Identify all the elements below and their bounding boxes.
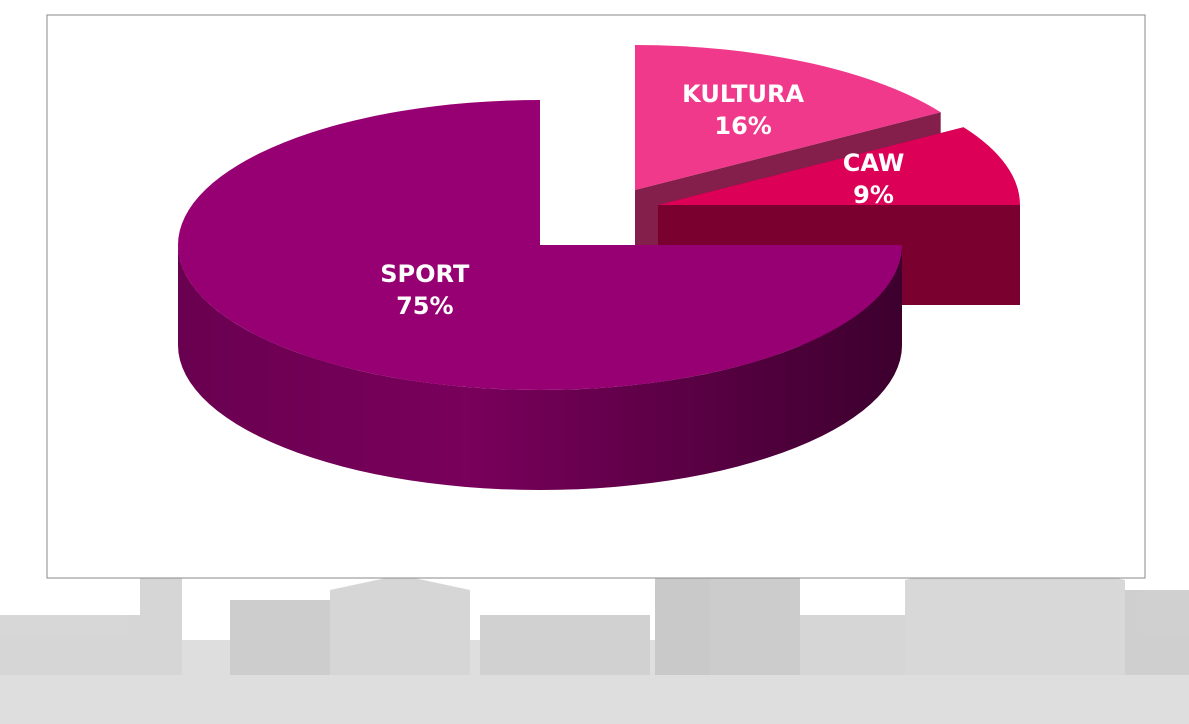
- slice-value-label: 75%: [396, 292, 453, 320]
- slice-value-label: 9%: [853, 181, 894, 209]
- slice-category-label: KULTURA: [682, 80, 804, 108]
- slice-category-label: CAW: [843, 149, 905, 177]
- slice-value-label: 16%: [714, 112, 771, 140]
- slice-category-label: SPORT: [380, 260, 470, 288]
- slide: KULTURA 16% CAW 9% SPORT 75%: [0, 0, 1189, 724]
